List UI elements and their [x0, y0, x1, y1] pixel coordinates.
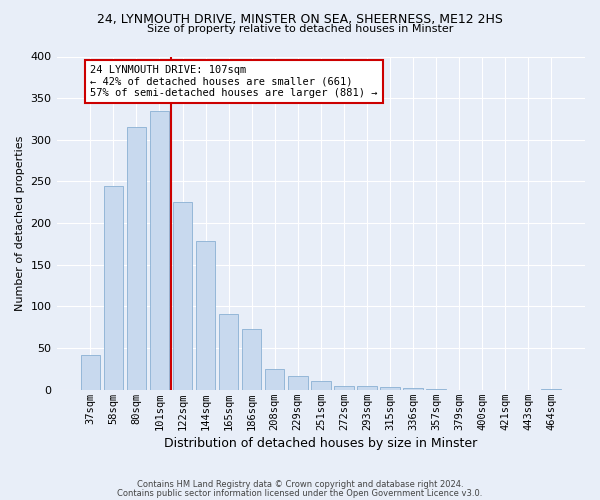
Bar: [357, 386, 377, 390]
X-axis label: Distribution of detached houses by size in Minster: Distribution of detached houses by size …: [164, 437, 478, 450]
Bar: [196, 242, 215, 390]
Bar: [265, 369, 284, 390]
Bar: [288, 376, 308, 390]
Bar: [104, 186, 123, 390]
Bar: [127, 128, 146, 390]
Bar: [334, 386, 353, 390]
Bar: [173, 202, 193, 390]
Bar: [311, 382, 331, 390]
Y-axis label: Number of detached properties: Number of detached properties: [15, 136, 25, 311]
Bar: [242, 329, 262, 390]
Text: Contains HM Land Registry data © Crown copyright and database right 2024.: Contains HM Land Registry data © Crown c…: [137, 480, 463, 489]
Text: Contains public sector information licensed under the Open Government Licence v3: Contains public sector information licen…: [118, 488, 482, 498]
Text: 24, LYNMOUTH DRIVE, MINSTER ON SEA, SHEERNESS, ME12 2HS: 24, LYNMOUTH DRIVE, MINSTER ON SEA, SHEE…: [97, 12, 503, 26]
Text: Size of property relative to detached houses in Minster: Size of property relative to detached ho…: [147, 24, 453, 34]
Bar: [426, 389, 446, 390]
Bar: [149, 110, 169, 390]
Bar: [219, 314, 238, 390]
Bar: [541, 389, 561, 390]
Text: 24 LYNMOUTH DRIVE: 107sqm
← 42% of detached houses are smaller (661)
57% of semi: 24 LYNMOUTH DRIVE: 107sqm ← 42% of detac…: [91, 65, 378, 98]
Bar: [380, 388, 400, 390]
Bar: [403, 388, 423, 390]
Bar: [80, 355, 100, 390]
